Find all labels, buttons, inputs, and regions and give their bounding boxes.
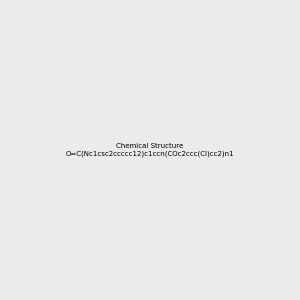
Text: Chemical Structure
O=C(Nc1csc2ccccc12)c1ccn(COc2ccc(Cl)cc2)n1: Chemical Structure O=C(Nc1csc2ccccc12)c1… <box>66 143 234 157</box>
